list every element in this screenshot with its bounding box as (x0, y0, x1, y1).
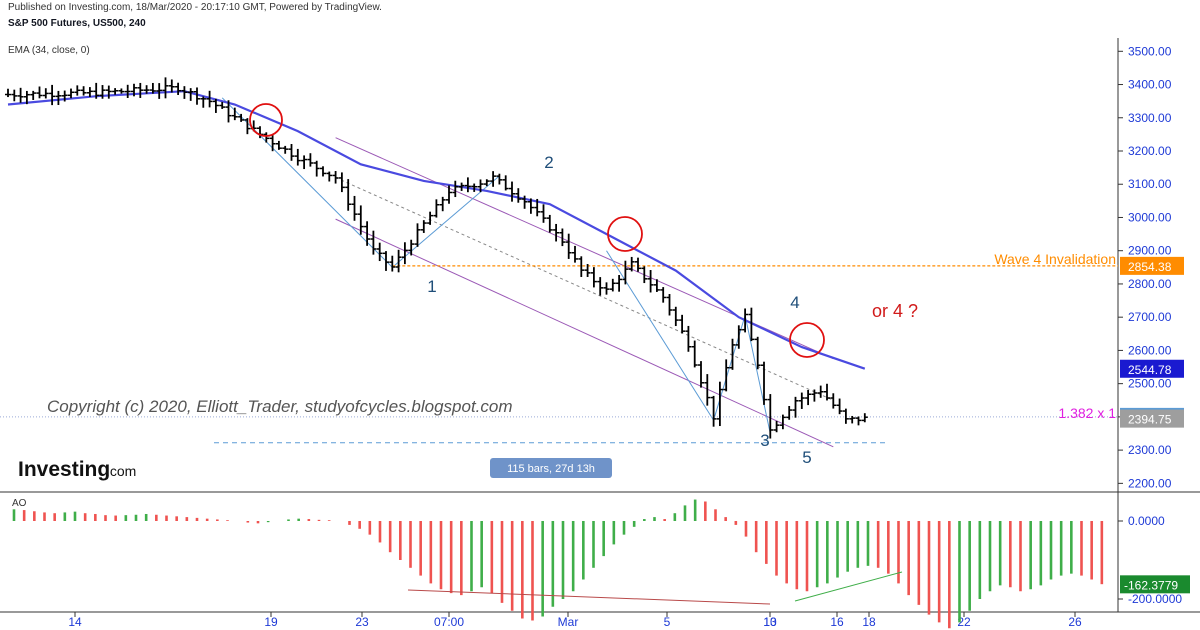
price-tick-label: 2900.00 (1128, 244, 1172, 258)
price-tick-label: 3300.00 (1128, 111, 1172, 125)
alt-wave-label: or 4 ? (872, 301, 918, 321)
highlight-circle (249, 103, 283, 137)
annotations: 1 2 3 4 5 Wave 4 Invalidation 1.382 x 1 or 4 ? C… (18, 103, 1116, 605)
time-tick-label: 10 (763, 615, 777, 629)
ao-histogram (12, 499, 1104, 629)
wave-label-3: 3 (760, 431, 769, 450)
highlight-circle (607, 216, 643, 252)
mid-channel-line (335, 177, 834, 401)
bars-measure-text: 115 bars, 27d 13h (507, 463, 595, 475)
price-tick-label: 2700.00 (1128, 310, 1172, 324)
symbol-title: S&P 500 Futures, US500, 240 (8, 18, 146, 29)
time-tick-label: 07:00 (434, 615, 464, 629)
wave-connector (744, 315, 771, 434)
fib-label: 1.382 x 1 (1058, 405, 1116, 421)
bars-measure-box (490, 458, 612, 478)
price-axis-badge-text: 2544.78 (1128, 363, 1172, 377)
price-tick-label: 2500.00 (1128, 377, 1172, 391)
price-bars (5, 77, 868, 439)
ao-tick-label: -200.0000 (1128, 592, 1182, 606)
price-tick-label: 3000.00 (1128, 210, 1172, 224)
investing-logo-suffix: .com (106, 463, 136, 479)
copyright-text: Copyright (c) 2020, Elliott_Trader, stud… (47, 397, 513, 416)
time-tick-label: 23 (355, 615, 369, 629)
time-tick-label: 16 (830, 615, 844, 629)
time-tick-label: 18 (862, 615, 876, 629)
wave-label-5: 5 (802, 448, 811, 467)
price-tick-label: 2800.00 (1128, 277, 1172, 291)
time-tick-label: Mar (558, 615, 579, 629)
invalidation-label: Wave 4 Invalidation (994, 251, 1116, 267)
price-tick-label: 3500.00 (1128, 44, 1172, 58)
time-tick-label: 19 (264, 615, 278, 629)
price-tick-label: 2600.00 (1128, 343, 1172, 357)
ema-indicator-label: EMA (34, close, 0) (8, 45, 90, 56)
time-tick-label: 14 (68, 615, 82, 629)
price-axis-badge-text: 2854.38 (1128, 260, 1172, 274)
time-tick-label: 13 (763, 615, 777, 629)
highlight-circle (789, 322, 825, 358)
price-tick-label: 3200.00 (1128, 144, 1172, 158)
ao-axis-badge-text: -162.3779 (1124, 578, 1178, 592)
price-axis-badge (1120, 256, 1184, 275)
price-tick-label: 2200.00 (1128, 476, 1172, 490)
ao-indicator-label: AO (12, 498, 27, 509)
ao-axis-badge (1120, 575, 1190, 594)
publish-info: Published on Investing.com, 18/Mar/2020 … (8, 2, 382, 13)
lower-channel-line (335, 218, 834, 448)
drawing-tools (0, 97, 1118, 448)
ao-tick-label: 0.0000 (1128, 514, 1165, 528)
price-tick-label: 3100.00 (1128, 177, 1172, 191)
price-axis-badge (1120, 359, 1184, 378)
time-tick-label: 5 (664, 615, 671, 629)
wave-connector (606, 250, 715, 421)
wave-label-4: 4 (790, 293, 799, 312)
axes: 3500.00 3400.00 3300.00 3200.00 3100.00 3000.… (0, 38, 1200, 629)
wave-label-1: 1 (427, 277, 436, 296)
price-axis-badge (1120, 409, 1184, 428)
ao-divergence-line (794, 571, 903, 602)
price-tick-label: 3400.00 (1128, 78, 1172, 92)
ao-divergence-line (407, 589, 771, 605)
price-axis-badge-text: 2394.75 (1128, 413, 1172, 427)
time-tick-label: 26 (1068, 615, 1082, 629)
wave-label-2: 2 (544, 153, 553, 172)
price-tick-label: 2300.00 (1128, 443, 1172, 457)
investing-logo: Investing (18, 458, 110, 481)
wave-connector (713, 315, 746, 421)
